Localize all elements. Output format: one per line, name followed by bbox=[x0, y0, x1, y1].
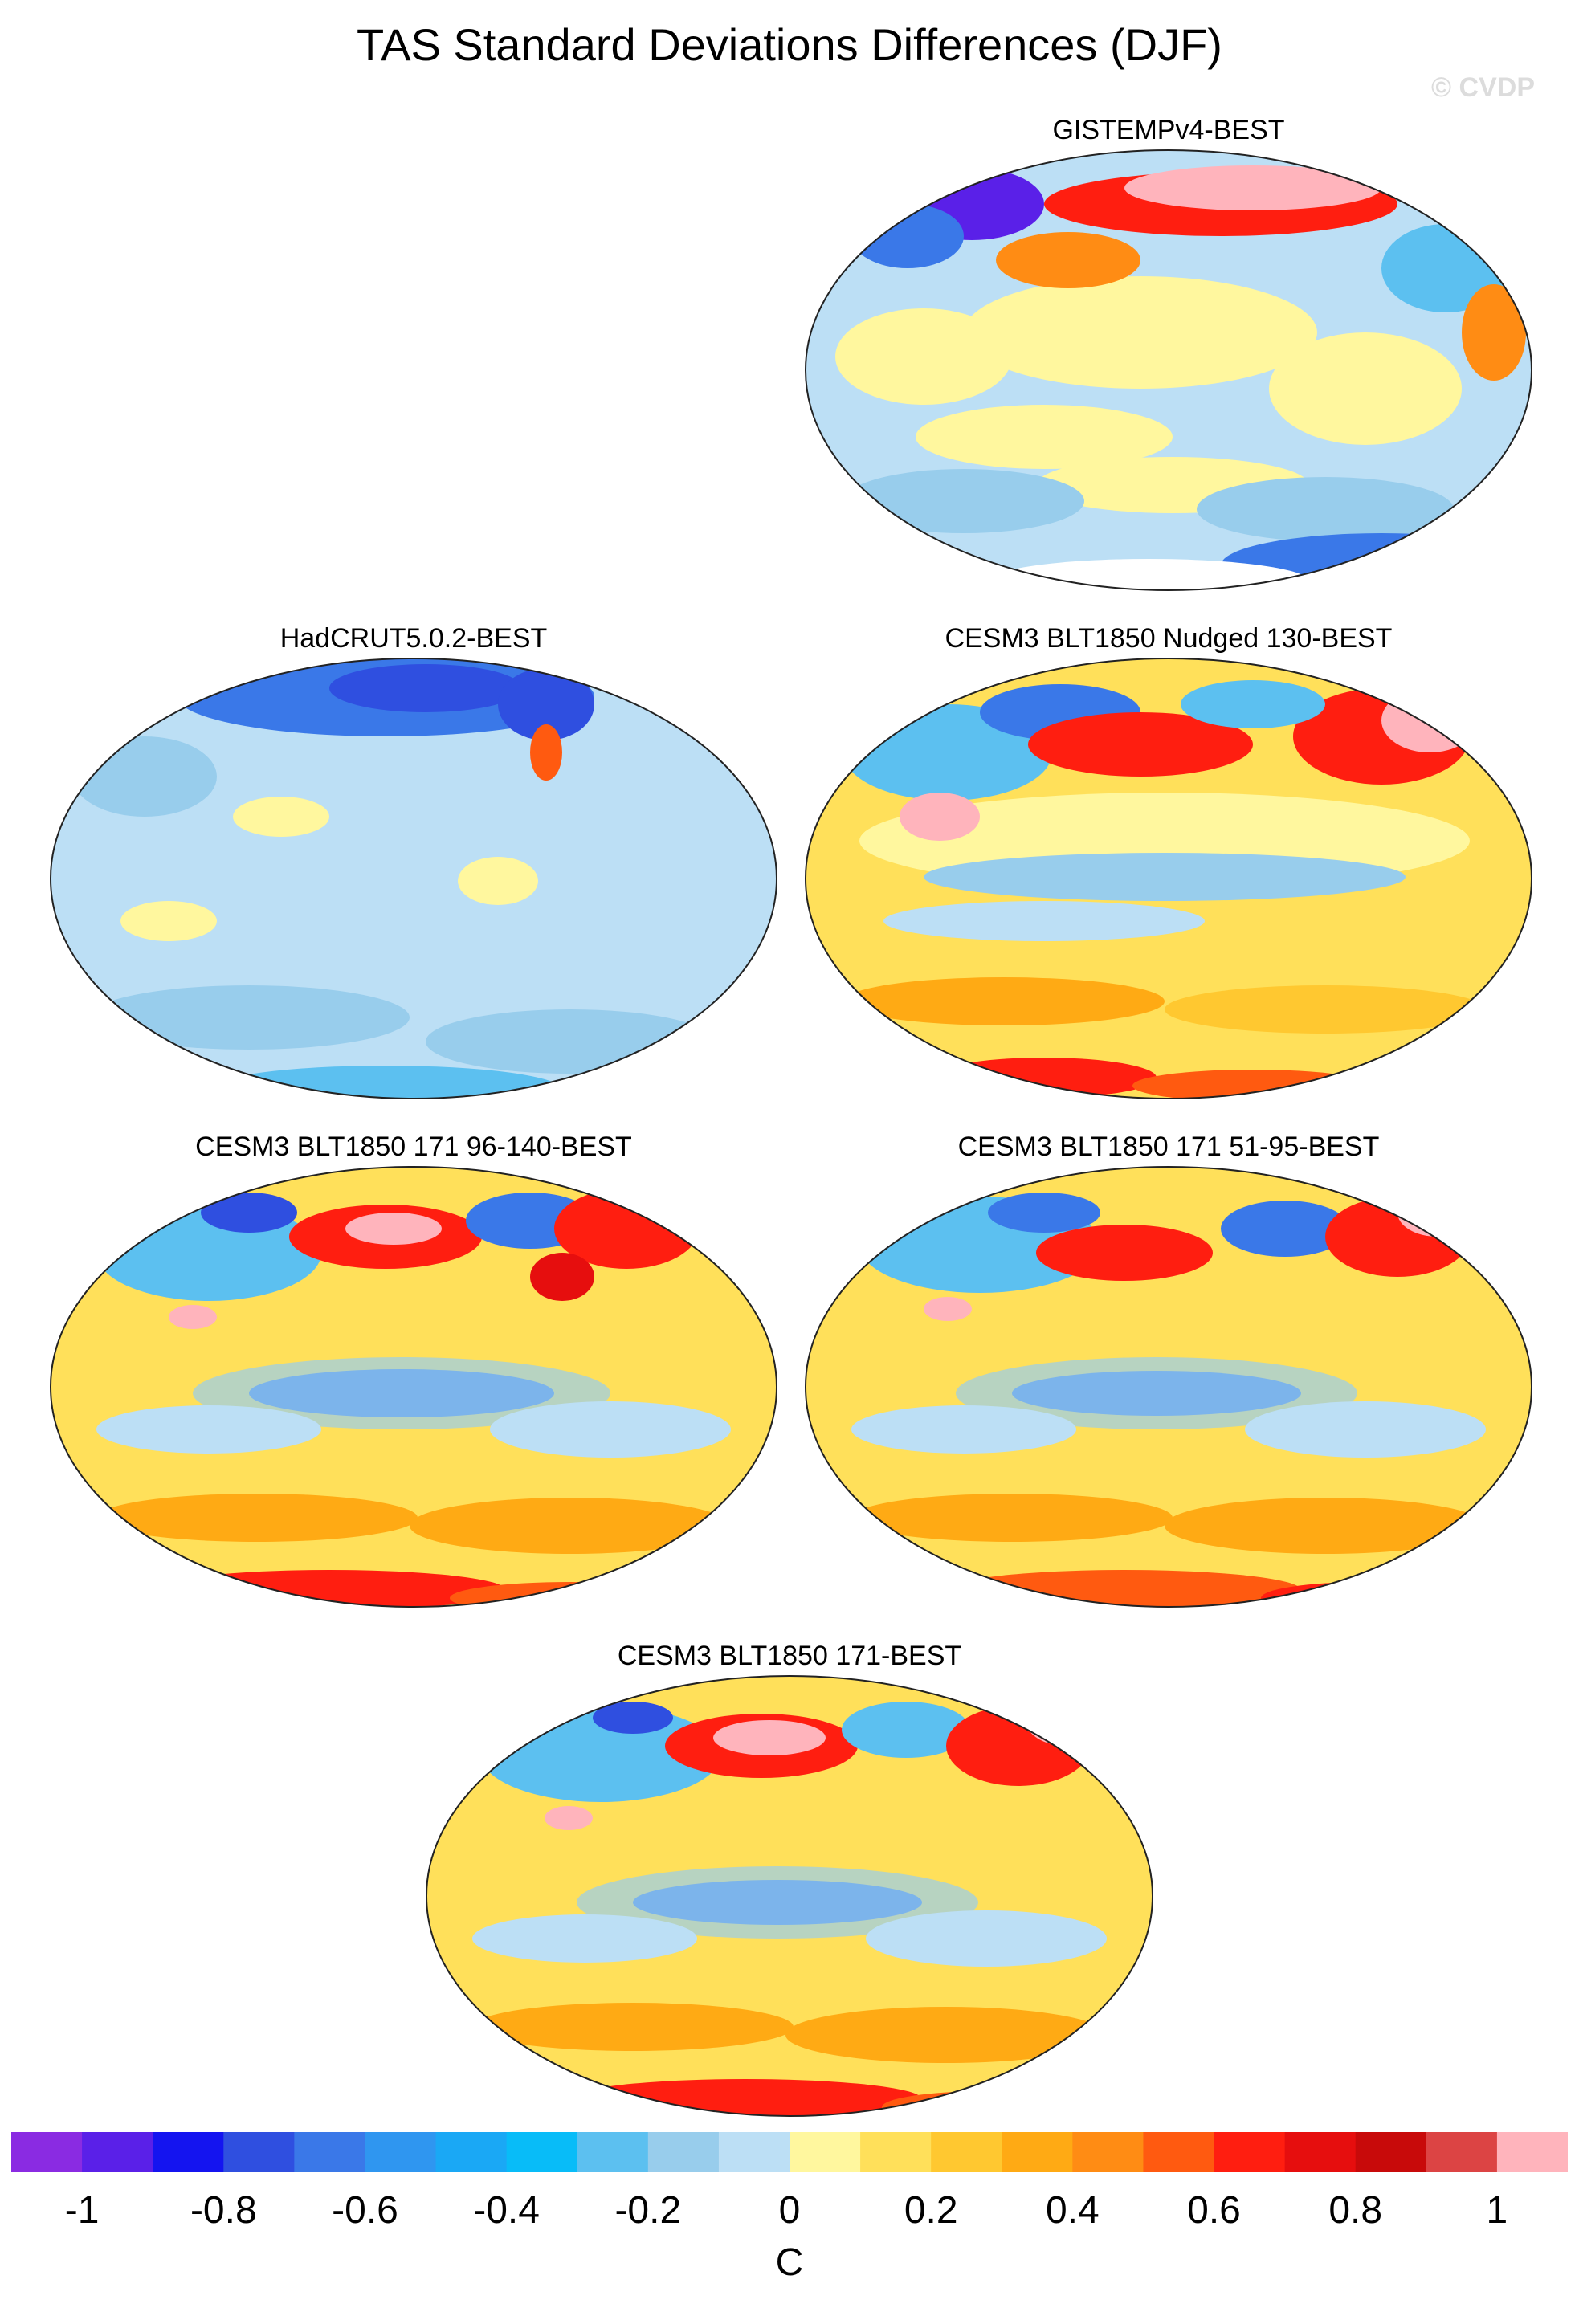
colorbar-swatch bbox=[1426, 2132, 1498, 2172]
colorbar-swatch bbox=[1002, 2132, 1073, 2172]
colorbar bbox=[11, 2132, 1568, 2172]
map-panel-cesm-51-95: CESM3 BLT1850 171 51-95-BEST bbox=[803, 1131, 1534, 1608]
colorbar-swatch bbox=[790, 2132, 861, 2172]
map-panel-gistemp: GISTEMPv4-BEST bbox=[803, 114, 1534, 591]
watermark: © CVDP bbox=[1431, 72, 1535, 103]
colorbar-tick-label: 1 bbox=[1486, 2189, 1508, 2232]
colorbar-swatch bbox=[223, 2132, 295, 2172]
colorbar-swatch bbox=[860, 2132, 932, 2172]
colorbar-swatch bbox=[1355, 2132, 1427, 2172]
colorbar-unit-label: C bbox=[775, 2241, 804, 2284]
panel-title: CESM3 BLT1850 Nudged 130-BEST bbox=[945, 623, 1393, 654]
colorbar-swatch bbox=[294, 2132, 365, 2172]
panel-title: CESM3 BLT1850 171-BEST bbox=[617, 1641, 962, 1671]
colorbar-tick-label: -0.2 bbox=[614, 2189, 682, 2232]
map-panel-hadcrut: HadCRUT5.0.2-BEST bbox=[48, 622, 779, 1099]
world-map bbox=[50, 658, 777, 1099]
colorbar-swatches bbox=[11, 2132, 1568, 2172]
map-panel-cesm-171: CESM3 BLT1850 171-BEST bbox=[424, 1640, 1155, 2117]
panel-title: CESM3 BLT1850 171 51-95-BEST bbox=[957, 1131, 1380, 1162]
world-map bbox=[805, 1166, 1532, 1608]
colorbar-swatch bbox=[718, 2132, 790, 2172]
colorbar-swatch bbox=[1143, 2132, 1215, 2172]
colorbar-swatch bbox=[435, 2132, 508, 2172]
colorbar-tick-label: -0.6 bbox=[332, 2189, 398, 2232]
panel-title: CESM3 BLT1850 171 96-140-BEST bbox=[195, 1131, 632, 1162]
world-map bbox=[805, 149, 1532, 591]
colorbar-swatch bbox=[1496, 2132, 1568, 2172]
colorbar-swatch bbox=[11, 2132, 83, 2172]
colorbar-tick-label: 0.8 bbox=[1328, 2189, 1383, 2232]
colorbar-tick-label: 0.6 bbox=[1187, 2189, 1241, 2232]
world-map bbox=[805, 658, 1532, 1099]
panel-title: GISTEMPv4-BEST bbox=[1052, 115, 1285, 145]
colorbar-swatch bbox=[506, 2132, 578, 2172]
colorbar-swatch bbox=[1284, 2132, 1357, 2172]
colorbar-tick-label: -0.8 bbox=[190, 2189, 257, 2232]
colorbar-tick-label: 0.2 bbox=[904, 2189, 958, 2232]
world-map bbox=[426, 1675, 1153, 2117]
colorbar-swatch bbox=[82, 2132, 153, 2172]
map-panel-nudged: CESM3 BLT1850 Nudged 130-BEST bbox=[803, 622, 1534, 1099]
map-panel-cesm-96-140: CESM3 BLT1850 171 96-140-BEST bbox=[48, 1131, 779, 1608]
world-map bbox=[50, 1166, 777, 1608]
colorbar-swatch bbox=[931, 2132, 1002, 2172]
colorbar-tick-label: -1 bbox=[64, 2189, 100, 2232]
colorbar-swatch bbox=[647, 2132, 720, 2172]
colorbar-swatch bbox=[365, 2132, 437, 2172]
colorbar-tick-label: 0.4 bbox=[1046, 2189, 1100, 2232]
colorbar-tick-label: -0.4 bbox=[473, 2189, 540, 2232]
colorbar-tick-label: 0 bbox=[778, 2189, 801, 2232]
panel-title: HadCRUT5.0.2-BEST bbox=[279, 623, 548, 654]
colorbar-swatch bbox=[1072, 2132, 1144, 2172]
colorbar-swatch bbox=[577, 2132, 649, 2172]
colorbar-swatch bbox=[1214, 2132, 1286, 2172]
colorbar-swatch bbox=[153, 2132, 224, 2172]
figure-title: TAS Standard Deviations Differences (DJF… bbox=[357, 19, 1222, 70]
